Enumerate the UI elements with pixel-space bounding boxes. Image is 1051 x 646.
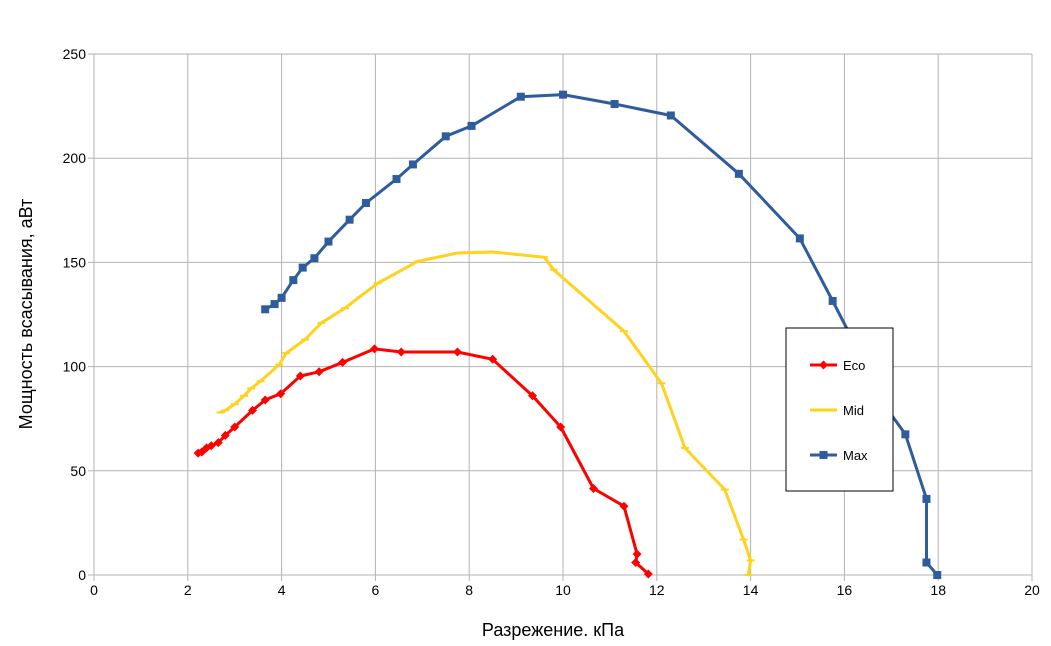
legend-marker-max [819, 451, 828, 459]
data-point-max [734, 169, 743, 178]
legend: Eco Mid Max [785, 327, 894, 492]
data-point-eco [206, 441, 216, 451]
data-point-eco [631, 557, 641, 567]
data-point-max [261, 305, 270, 314]
data-point-eco [248, 405, 258, 415]
data-point-max [559, 90, 567, 99]
data-point-max [441, 132, 450, 141]
data-point-max [324, 237, 333, 246]
data-point-eco [213, 438, 223, 448]
data-point-eco [295, 371, 305, 381]
y-tick-label: 250 [63, 46, 87, 62]
data-point-eco [452, 347, 462, 357]
x-tick-label: 2 [184, 582, 192, 598]
x-tick-label: 20 [1024, 582, 1040, 598]
x-tick-label: 16 [837, 582, 853, 598]
data-point-eco [260, 395, 270, 405]
data-point-eco [643, 569, 653, 579]
legend-label-mid: Mid [843, 403, 864, 418]
y-tick-label: 200 [63, 150, 87, 166]
y-tick-label: 100 [63, 359, 87, 375]
x-tick-label: 12 [649, 582, 665, 598]
data-point-max [392, 175, 401, 184]
data-point-max [277, 293, 286, 302]
x-axis-title: Разрежение. кПа [482, 620, 625, 640]
data-point-eco [230, 422, 240, 432]
data-point-eco [369, 344, 379, 354]
legend-item-max: Max [810, 448, 868, 463]
legend-marker-eco [819, 360, 828, 370]
data-point-max [933, 571, 942, 579]
data-point-max [666, 111, 675, 120]
legend-box [785, 327, 894, 492]
legend-items: Eco Mid Max [810, 358, 868, 463]
x-tick-label: 14 [743, 582, 759, 598]
data-point-max [610, 100, 619, 109]
data-point-max [298, 263, 307, 272]
series-layer [193, 90, 942, 579]
data-point-max [362, 199, 371, 208]
data-point-max [289, 276, 298, 285]
y-axis-title: Мощность всасывания, аВт [16, 199, 36, 430]
data-point-eco [556, 422, 566, 432]
legend-label-eco: Eco [843, 358, 865, 373]
grid-lines [93, 53, 1033, 576]
data-point-max [516, 92, 525, 101]
data-point-max [901, 430, 910, 439]
legend-item-mid: Mid [810, 403, 864, 418]
y-tick-label: 0 [78, 567, 86, 583]
x-tick-labels: 0 2 4 6 8 10 12 14 16 18 20 [90, 582, 1040, 598]
axes [88, 53, 1033, 581]
data-point-max [270, 300, 279, 309]
data-point-max [795, 234, 804, 243]
x-tick-label: 18 [930, 582, 946, 598]
data-point-eco [588, 484, 598, 494]
data-point-eco [338, 357, 348, 367]
data-point-eco [276, 389, 286, 399]
series-mid [216, 250, 755, 577]
data-point-max [345, 215, 354, 224]
x-tick-label: 8 [465, 582, 473, 598]
data-point-max [922, 494, 931, 503]
data-point-max [310, 254, 319, 263]
y-tick-label: 150 [63, 254, 87, 270]
data-point-eco [396, 347, 406, 357]
data-point-eco [528, 391, 538, 401]
data-point-eco [220, 430, 230, 440]
x-tick-label: 0 [90, 582, 98, 598]
data-point-max [828, 296, 837, 305]
data-point-max [408, 160, 417, 169]
data-point-eco [314, 367, 324, 377]
data-point-max [467, 121, 476, 130]
data-point-eco [619, 501, 629, 511]
x-tick-label: 4 [278, 582, 286, 598]
x-tick-label: 6 [372, 582, 380, 598]
data-point-eco [632, 549, 642, 559]
legend-item-eco: Eco [810, 358, 865, 373]
series-line-mid [219, 250, 753, 577]
x-tick-label: 10 [555, 582, 571, 598]
series-eco [193, 344, 653, 579]
y-tick-labels: 0 50 100 150 200 250 [63, 46, 87, 583]
y-tick-label: 50 [70, 463, 86, 479]
data-point-max [922, 558, 931, 567]
legend-label-max: Max [843, 448, 868, 463]
data-point-eco [488, 354, 498, 364]
